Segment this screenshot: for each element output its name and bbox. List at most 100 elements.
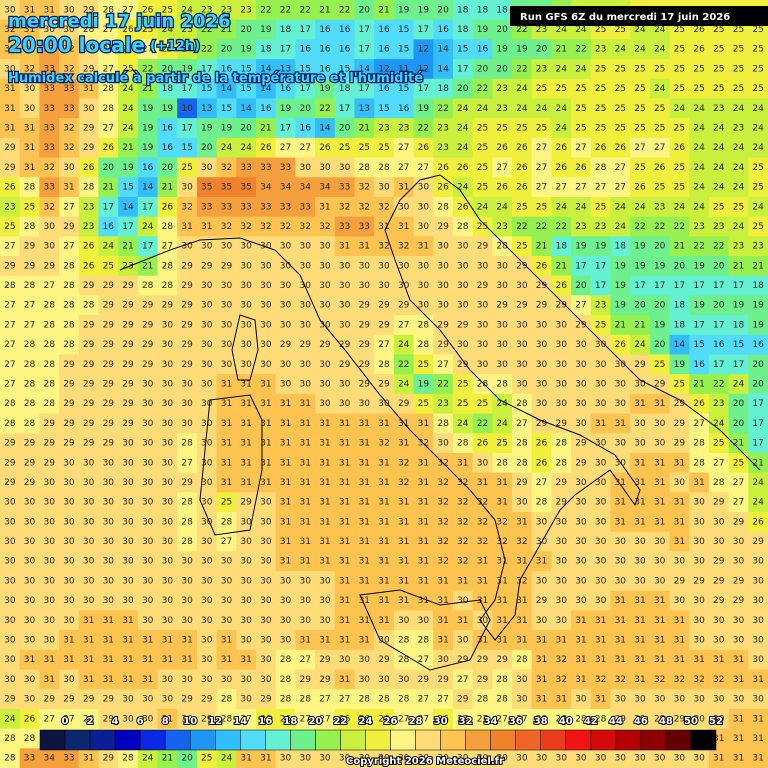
cell-value: 29	[63, 399, 75, 409]
cell-value: 31	[674, 498, 685, 508]
cell-value: 31	[319, 458, 330, 468]
cell-value: 31	[575, 616, 586, 626]
cell-value: 33	[44, 143, 55, 153]
cell-value: 30	[122, 537, 134, 547]
cell	[433, 59, 454, 80]
cell	[590, 39, 611, 60]
cell-value: 18	[339, 84, 351, 94]
cell-value: 31	[418, 576, 429, 586]
cell-value: 30	[575, 360, 587, 370]
cell	[393, 19, 415, 40]
cell-value: 17	[713, 360, 724, 370]
cell-value: 30	[201, 458, 213, 468]
cell-value: 19	[122, 163, 134, 173]
cell-value: 27	[44, 714, 55, 724]
cell-value: 29	[142, 301, 154, 311]
cell-value: 29	[733, 596, 745, 606]
cell-value: 31	[319, 557, 330, 567]
cell	[275, 78, 296, 99]
cell-value: 29	[103, 399, 115, 409]
cell	[492, 59, 513, 80]
cell-value: 30	[260, 537, 272, 547]
cell	[689, 78, 710, 99]
cell-value: 31	[240, 439, 251, 449]
cell-value: 29	[83, 340, 95, 350]
cell-value: 30	[4, 64, 16, 74]
cell-value: 18	[496, 5, 508, 15]
cell-value: 27	[319, 695, 330, 705]
cell-value: 30	[260, 498, 272, 508]
cell-value: 29	[733, 576, 745, 586]
cell-value: 12	[378, 64, 389, 74]
cell-value: 25	[536, 202, 547, 212]
cell-value: 20	[713, 261, 725, 271]
cell-value: 29	[122, 281, 134, 291]
cell-value: 20	[103, 163, 115, 173]
cell-value: 30	[457, 301, 469, 311]
cell-value: 27	[634, 143, 645, 153]
cell-value: 25	[477, 163, 488, 173]
cell-value: 30	[63, 458, 75, 468]
colorbar-label: 0	[62, 716, 69, 727]
cell-value: 26	[103, 143, 115, 153]
cell	[571, 137, 592, 159]
cell	[649, 118, 671, 139]
cell-value: 31	[162, 655, 173, 665]
cell	[157, 19, 178, 40]
cell-value: 32	[221, 222, 232, 232]
cell-value: 30	[181, 183, 193, 193]
colorbar-label: 44	[609, 716, 623, 727]
cell-value: 23	[4, 202, 15, 212]
cell	[492, 78, 513, 99]
cell	[216, 137, 237, 159]
cell	[59, 39, 80, 60]
cell	[0, 19, 21, 40]
cell-value: 19	[693, 261, 705, 271]
cell-value: 21	[122, 143, 133, 153]
colorbar-label: 6	[137, 716, 144, 727]
cell-value: 25	[674, 380, 685, 390]
cell-value: 30	[44, 616, 56, 626]
cell-value: 31	[83, 616, 94, 626]
cell-value: 31	[398, 537, 409, 547]
cell-value: 30	[378, 675, 390, 685]
cell-value: 23	[595, 45, 606, 55]
cell-value: 24	[536, 104, 548, 114]
cell-value: 32	[63, 64, 74, 74]
colorbar-label: 38	[534, 716, 548, 727]
cell	[551, 118, 572, 139]
colorbar-swatch	[240, 729, 266, 751]
cell-value: 32	[63, 124, 74, 134]
cell-value: 18	[437, 84, 449, 94]
cell-value: 31	[674, 537, 685, 547]
cell	[275, 137, 296, 159]
cell-value: 32	[496, 517, 507, 527]
cell-value: 15	[181, 143, 192, 153]
cell-value: 19	[142, 124, 154, 134]
cell-value: 30	[221, 557, 233, 567]
cell-value: 30	[201, 320, 213, 330]
cell-value: 30	[752, 576, 764, 586]
cell	[275, 59, 296, 80]
cell-value: 20	[575, 281, 587, 291]
cell-value: 28	[24, 360, 36, 370]
cell	[315, 59, 336, 80]
cell-value: 19	[418, 380, 430, 390]
cell-value: 31	[221, 458, 232, 468]
cell-value: 30	[201, 380, 213, 390]
cell-value: 30	[477, 320, 489, 330]
cell-value: 30	[536, 380, 548, 390]
cell	[374, 137, 395, 159]
cell-value: 30	[516, 360, 528, 370]
cell-value: 30	[122, 439, 134, 449]
cell-value: 31	[103, 655, 114, 665]
cell	[315, 78, 336, 99]
cell-value: 30	[398, 675, 410, 685]
cell-value: 30	[693, 636, 705, 646]
cell-value: 26	[674, 143, 686, 153]
cell-value: 31	[103, 675, 114, 685]
cell-value: 31	[319, 202, 330, 212]
cell-value: 30	[221, 675, 233, 685]
cell-value: 28	[280, 695, 292, 705]
cell-value: 26	[536, 261, 548, 271]
